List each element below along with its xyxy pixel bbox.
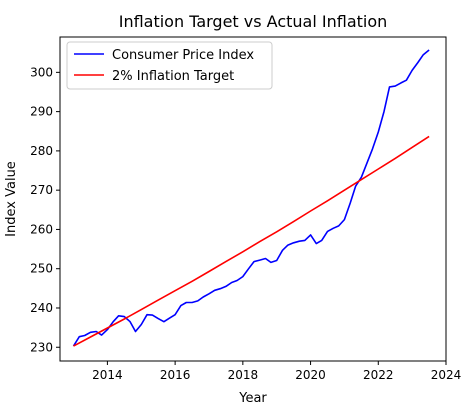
axes-frame (59, 36, 447, 362)
y-tick-label: 290 (30, 105, 53, 119)
legend-label-0: Consumer Price Index (112, 48, 254, 63)
x-tick-label: 2020 (295, 368, 326, 382)
series-line-1 (73, 135, 430, 347)
series-line-0 (72, 49, 430, 347)
y-tick-label: 240 (30, 301, 53, 315)
legend: Consumer Price Index 2% Inflation Target (66, 41, 273, 90)
y-tick-label: 250 (30, 262, 53, 276)
y-tick-label: 260 (30, 222, 53, 236)
x-tick-label: 2022 (363, 368, 394, 382)
x-axis-label: Year (238, 391, 267, 406)
x-tick-label: 2018 (228, 368, 259, 382)
y-tick-label: 300 (30, 65, 53, 79)
legend-box (66, 41, 273, 90)
x-tick-label: 2014 (92, 368, 123, 382)
y-tick-label: 270 (30, 183, 53, 197)
x-tick-label: 2024 (431, 368, 462, 382)
x-tick-label: 2016 (160, 368, 191, 382)
y-tick-label: 230 (30, 340, 53, 354)
plot-area: 2014 2016 2018 2020 2022 2024 230 240 250 260 270 2… (30, 36, 462, 382)
y-axis-label: Index Value (4, 161, 19, 237)
legend-label-1: 2% Inflation Target (112, 69, 234, 84)
chart-title: Inflation Target vs Actual Inflation (119, 12, 388, 31)
y-tick-label: 280 (30, 144, 53, 158)
